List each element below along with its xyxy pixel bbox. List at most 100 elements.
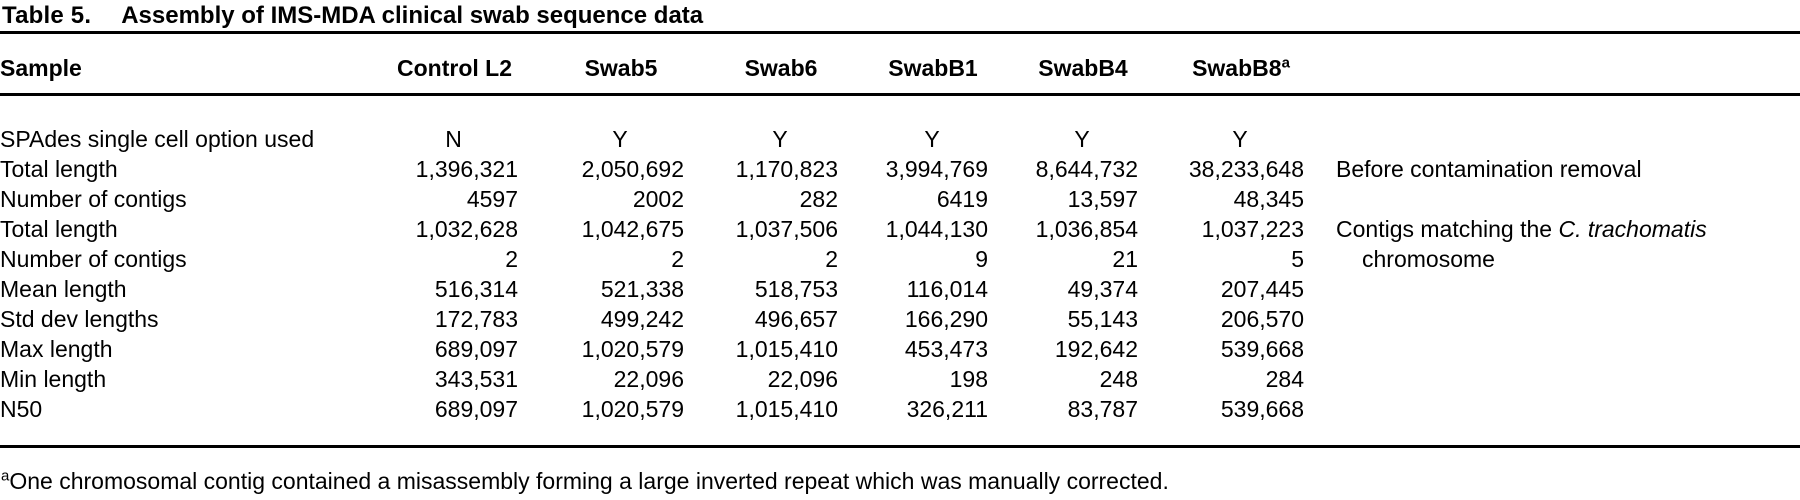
table-cell: 1,020,579 (581, 395, 684, 422)
table-cell: 83,787 (1067, 395, 1138, 422)
row-label: Total length (0, 155, 118, 182)
table-body: SPAdes single cell option used N Y Y Y Y… (0, 94, 1800, 446)
note-text: Contigs matching the (1336, 215, 1559, 242)
table-cell: 496,657 (754, 305, 838, 332)
table-cell: 116,014 (906, 275, 988, 302)
table-cell: 6419 (936, 185, 988, 212)
table-cell: 518,753 (754, 275, 838, 302)
table-cell: 1,170,823 (735, 155, 838, 182)
table-row-total-length-matching: Total length 1,032,628 1,042,675 1,037,5… (0, 214, 1800, 244)
table-cell: 1,020,579 (581, 335, 684, 362)
column-header-swab6: Swab6 (688, 34, 842, 96)
table-cell: 516,314 (434, 275, 518, 302)
row-label: Number of contigs (0, 245, 187, 272)
table-cell: 48,345 (1233, 185, 1304, 212)
table-cell: 4597 (466, 185, 518, 212)
table-cell: 38,233,648 (1188, 155, 1304, 182)
table-cell: 22,096 (613, 365, 684, 392)
table-cell: 284 (1265, 365, 1304, 392)
table-footnote: aOne chromosomal contig contained a misa… (0, 468, 1800, 494)
table-cell: 539,668 (1220, 335, 1304, 362)
table-row-max-length: Max length 689,097 1,020,579 1,015,410 4… (0, 334, 1800, 364)
table-cell: 198 (949, 365, 988, 392)
table-cell: 9 (975, 245, 988, 272)
species-name-italic: C. trachomatis (1558, 215, 1707, 242)
title-rule (0, 31, 1800, 34)
table-cell: Y (1074, 125, 1090, 152)
table-cell: 1,396,321 (415, 155, 518, 182)
row-label: Number of contigs (0, 185, 187, 212)
table-cell: 206,570 (1220, 305, 1304, 332)
table-cell: 172,783 (434, 305, 518, 332)
column-header-swabb1: SwabB1 (842, 34, 992, 96)
table-row-min-length: Min length 343,531 22,096 22,096 198 248… (0, 364, 1800, 394)
row-label: Mean length (0, 275, 127, 302)
table-cell: 22,096 (767, 365, 838, 392)
header-row: Sample Control L2 Swab5 Swab6 SwabB1 Swa… (0, 34, 1800, 96)
table-cell: 8,644,732 (1035, 155, 1138, 182)
row-label: Min length (0, 365, 107, 392)
table-cell: Y (772, 125, 788, 152)
assembly-data-table: Sample Control L2 Swab5 Swab6 SwabB1 Swa… (0, 34, 1800, 448)
row-label: Total length (0, 215, 118, 242)
table-cell: 1,042,675 (581, 215, 684, 242)
table-cell: 326,211 (906, 395, 988, 422)
table-row-total-length-before: Total length 1,396,321 2,050,692 1,170,8… (0, 154, 1800, 184)
table-cell: Y (924, 125, 940, 152)
note-cell (1308, 334, 1800, 364)
footnote-superscript: a (1, 466, 10, 484)
footnote-marker-superscript: a (1281, 54, 1290, 72)
note-cell (1308, 274, 1800, 304)
note-cell (1308, 304, 1800, 334)
table-cell: 689,097 (434, 335, 518, 362)
note-cell: chromosome (1362, 245, 1495, 272)
table-cell: 1,015,410 (735, 395, 838, 422)
table-cell: N (445, 125, 462, 152)
table-cell: 5 (1291, 245, 1304, 272)
row-label: Max length (0, 335, 113, 362)
table-cell: 1,044,130 (885, 215, 988, 242)
note-cell (1308, 184, 1800, 214)
table-cell: 3,994,769 (885, 155, 988, 182)
table-row-contigs-matching: Number of contigs 2 2 2 9 21 5 chromosom… (0, 244, 1800, 274)
table-row-spades-option: SPAdes single cell option used N Y Y Y Y… (0, 94, 1800, 154)
column-header-sample: Sample (0, 34, 355, 96)
table-cell: Y (612, 125, 628, 152)
table-number-label: Table 5. (2, 2, 92, 29)
table-cell: 521,338 (600, 275, 684, 302)
table-cell: Y (1232, 125, 1248, 152)
note-cell (1308, 364, 1800, 394)
table-cell: 539,668 (1220, 395, 1304, 422)
table-cell: 343,531 (434, 365, 518, 392)
table-cell: 1,037,223 (1201, 215, 1304, 242)
column-header-swabb8-text: SwabB8 (1192, 54, 1282, 81)
table-cell: 2 (671, 245, 684, 272)
column-header-control-l2: Control L2 (355, 34, 522, 96)
table-cell: 1,037,506 (735, 215, 838, 242)
table-cell: 2 (825, 245, 838, 272)
table-title: Table 5. Assembly of IMS-MDA clinical swa… (0, 0, 1800, 31)
table-header: Sample Control L2 Swab5 Swab6 SwabB1 Swa… (0, 34, 1800, 96)
table-cell: 49,374 (1067, 275, 1138, 302)
table-cell: 499,242 (600, 305, 684, 332)
column-header-swabb4: SwabB4 (992, 34, 1142, 96)
table-cell: 21 (1112, 245, 1138, 272)
table-cell: 207,445 (1220, 275, 1304, 302)
table-cell: 2 (505, 245, 518, 272)
column-header-swabb8: SwabB8a (1142, 34, 1308, 96)
table-row-std-dev-lengths: Std dev lengths 172,783 499,242 496,657 … (0, 304, 1800, 334)
table-cell: 1,015,410 (735, 335, 838, 362)
table-cell: 2002 (632, 185, 684, 212)
footnote-text: One chromosomal contig contained a misas… (9, 467, 1169, 494)
table-cell: 2,050,692 (581, 155, 684, 182)
row-label: SPAdes single cell option used (0, 125, 315, 152)
row-label: Std dev lengths (0, 305, 159, 332)
note-cell (1308, 394, 1800, 447)
table-cell: 13,597 (1067, 185, 1138, 212)
table-cell: 248 (1099, 365, 1138, 392)
note-cell (1308, 94, 1800, 154)
note-cell: Before contamination removal (1336, 155, 1642, 182)
table-cell: 1,032,628 (415, 215, 518, 242)
row-label: N50 (0, 395, 43, 422)
